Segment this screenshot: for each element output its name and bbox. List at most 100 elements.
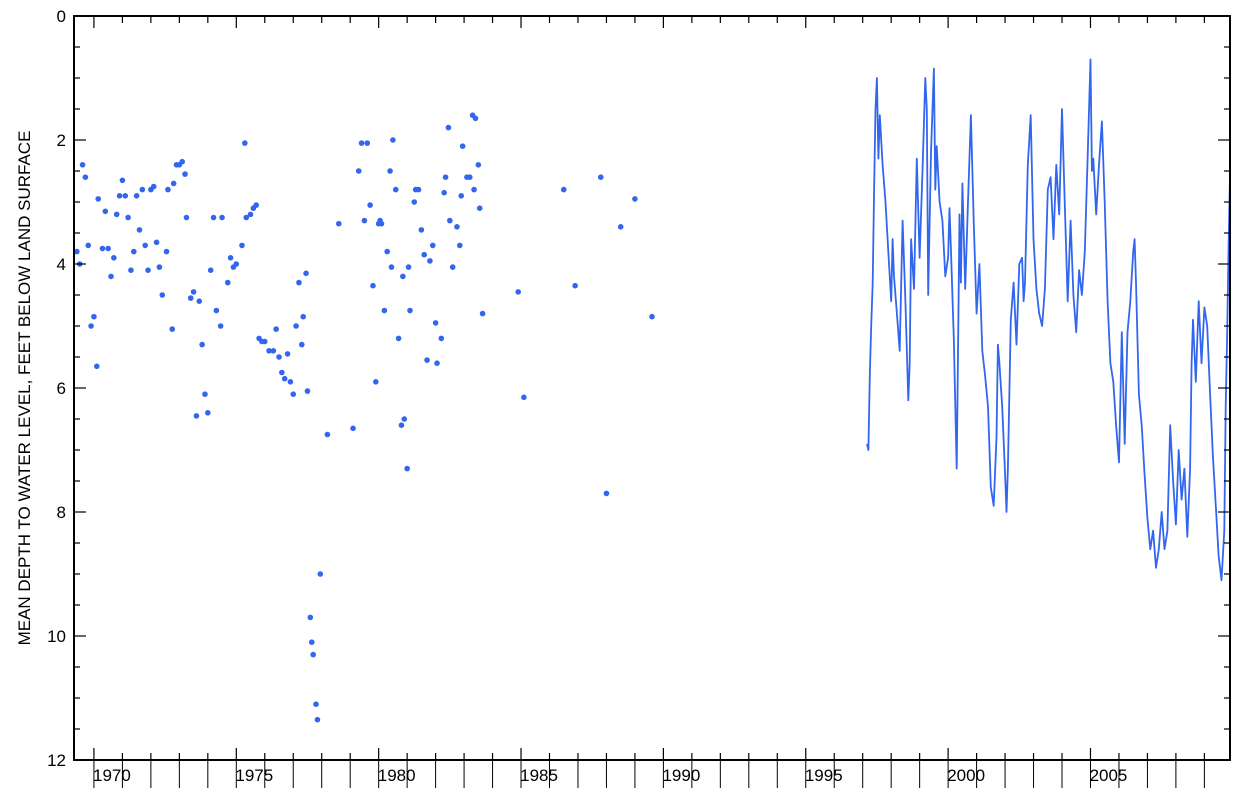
data-point bbox=[196, 298, 203, 305]
data-point bbox=[179, 158, 185, 165]
data-point bbox=[116, 193, 123, 199]
data-point bbox=[572, 282, 578, 289]
data-point bbox=[247, 211, 254, 218]
data-point bbox=[438, 335, 445, 342]
data-point bbox=[300, 313, 307, 320]
data-point bbox=[122, 193, 129, 199]
data-point bbox=[99, 245, 106, 252]
data-point bbox=[85, 242, 92, 249]
data-point bbox=[88, 323, 94, 329]
data-point bbox=[293, 323, 299, 329]
data-point bbox=[447, 217, 453, 224]
data-point bbox=[125, 214, 131, 221]
data-point bbox=[388, 264, 395, 270]
data-point bbox=[219, 214, 225, 221]
data-point bbox=[454, 224, 460, 230]
data-point bbox=[475, 162, 482, 168]
y-axis-label: MEAN DEPTH TO WATER LEVEL, FEET BELOW LA… bbox=[15, 131, 34, 646]
x-tick-label: 1975 bbox=[235, 766, 273, 785]
data-point bbox=[91, 313, 97, 320]
data-point bbox=[324, 431, 331, 438]
data-point bbox=[233, 261, 240, 267]
data-point bbox=[266, 348, 272, 354]
data-point bbox=[119, 177, 126, 184]
data-point bbox=[421, 251, 428, 258]
data-point bbox=[384, 248, 391, 255]
data-point bbox=[108, 273, 114, 280]
data-point bbox=[287, 379, 294, 385]
data-point bbox=[364, 140, 371, 146]
data-point bbox=[597, 174, 604, 180]
data-point bbox=[202, 391, 208, 398]
data-point bbox=[242, 140, 248, 146]
data-point bbox=[169, 326, 176, 332]
x-tick-label: 2000 bbox=[947, 766, 985, 785]
data-point bbox=[317, 571, 324, 577]
data-point bbox=[307, 614, 314, 621]
data-point bbox=[113, 211, 120, 218]
y-tick-label: 6 bbox=[57, 379, 66, 398]
data-point bbox=[281, 375, 288, 382]
data-point bbox=[105, 245, 111, 252]
data-point bbox=[472, 115, 479, 122]
data-point bbox=[479, 310, 486, 317]
data-point bbox=[308, 639, 315, 645]
data-point bbox=[407, 307, 413, 314]
data-point bbox=[441, 189, 447, 196]
data-point bbox=[445, 124, 452, 131]
data-point bbox=[136, 227, 143, 233]
data-point bbox=[187, 295, 194, 301]
data-point bbox=[466, 174, 473, 180]
data-point bbox=[128, 267, 134, 274]
data-point bbox=[205, 410, 211, 416]
data-point bbox=[398, 422, 405, 429]
data-point bbox=[130, 248, 137, 255]
data-point bbox=[401, 416, 408, 422]
data-point bbox=[649, 313, 655, 320]
data-point bbox=[79, 162, 86, 168]
data-point bbox=[224, 279, 231, 286]
plot-frame bbox=[73, 15, 1231, 761]
y-tick-label: 0 bbox=[57, 7, 66, 26]
data-point bbox=[93, 363, 100, 370]
data-point bbox=[429, 242, 436, 249]
data-point bbox=[276, 354, 282, 360]
data-point bbox=[207, 267, 214, 274]
data-point bbox=[139, 186, 146, 193]
data-point bbox=[190, 289, 197, 295]
data-point bbox=[193, 413, 200, 419]
axis-tick-labels: 0 2 4 6 8 10 12 1970 1975 1980 1985 1990 1995 2000 200… bbox=[47, 7, 1127, 785]
data-point bbox=[373, 379, 379, 385]
data-point bbox=[133, 193, 140, 199]
data-point bbox=[350, 425, 356, 432]
data-point bbox=[457, 242, 463, 249]
data-point bbox=[304, 388, 311, 394]
data-point bbox=[313, 701, 319, 707]
data-point bbox=[449, 264, 456, 270]
data-point bbox=[239, 242, 245, 249]
data-point bbox=[170, 180, 177, 187]
data-point bbox=[560, 186, 567, 193]
data-point bbox=[153, 239, 160, 246]
data-point bbox=[392, 186, 399, 193]
data-point bbox=[361, 217, 368, 224]
data-point bbox=[210, 214, 217, 221]
data-point bbox=[427, 258, 433, 264]
data-point bbox=[432, 320, 439, 326]
data-point bbox=[145, 267, 151, 274]
data-point bbox=[253, 202, 260, 208]
y-tick-label: 2 bbox=[57, 131, 66, 150]
series-line bbox=[866, 58, 1231, 582]
data-point bbox=[303, 270, 309, 277]
data-point bbox=[471, 186, 477, 193]
data-point bbox=[405, 264, 412, 270]
data-point bbox=[150, 183, 157, 190]
data-point bbox=[378, 220, 385, 227]
data-point bbox=[290, 391, 297, 398]
data-point bbox=[163, 248, 170, 255]
data-point bbox=[142, 242, 148, 249]
data-point bbox=[284, 351, 291, 357]
chart-marks bbox=[74, 58, 1231, 723]
data-point bbox=[159, 292, 166, 298]
